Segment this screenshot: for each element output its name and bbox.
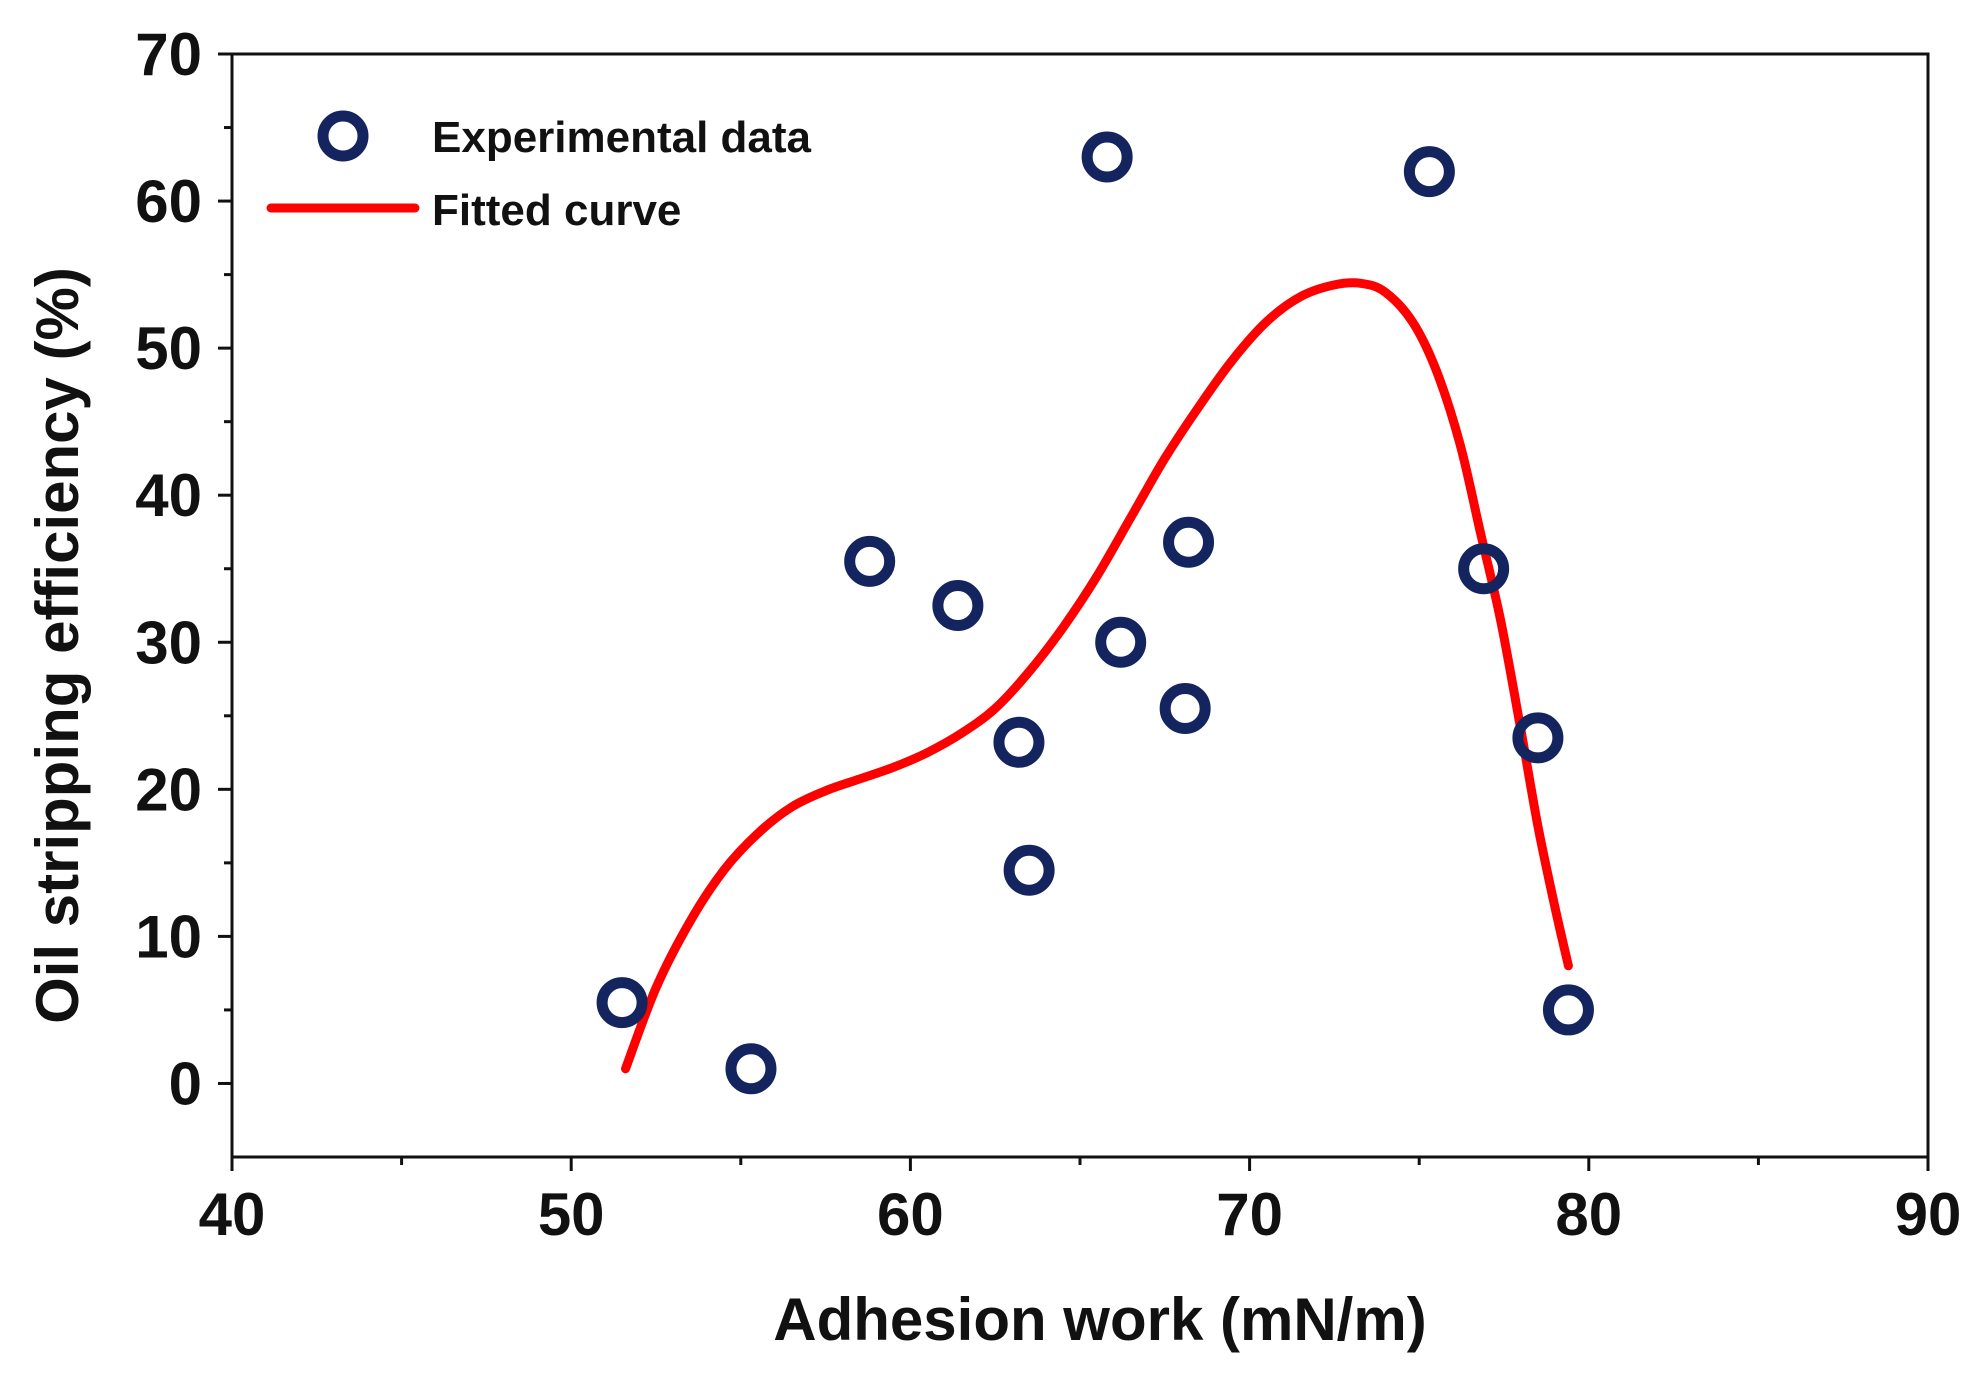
y-axis-title: Oil stripping efficiency (%) (24, 267, 91, 1024)
data-point (725, 1043, 777, 1095)
x-tick-label: 70 (1216, 1181, 1283, 1248)
legend-label-fitted: Fitted curve (432, 186, 681, 235)
data-point (993, 716, 1045, 768)
x-tick-label: 60 (877, 1181, 944, 1248)
data-point (1003, 844, 1055, 896)
x-axis-title: Adhesion work (mN/m) (773, 1286, 1426, 1353)
x-tick-label: 50 (538, 1181, 605, 1248)
x-tick-label: 90 (1895, 1181, 1962, 1248)
legend-label-experimental: Experimental data (432, 113, 812, 162)
y-tick-label: 50 (135, 315, 202, 382)
y-tick-label: 0 (169, 1050, 202, 1117)
y-tick-label: 40 (135, 462, 202, 529)
data-point (1403, 146, 1455, 198)
data-points-layer (596, 131, 1594, 1095)
y-tick-label: 10 (135, 903, 202, 970)
legend-marker-experimental (317, 110, 369, 162)
data-point (1163, 516, 1215, 568)
x-tick-label: 80 (1555, 1181, 1622, 1248)
legend: Experimental data Fitted curve (266, 110, 812, 235)
axes-layer: 40 50 60 70 80 90 0 10 20 30 40 50 60 70 Adhesion work… (24, 21, 1961, 1353)
y-tick-label: 60 (135, 168, 202, 235)
y-tick-label: 70 (135, 21, 202, 88)
x-tick-label: 40 (199, 1181, 266, 1248)
y-tick-label: 30 (135, 609, 202, 676)
y-tick-label: 20 (135, 756, 202, 823)
fitted-curve-layer (621, 278, 1573, 1074)
data-point (1542, 984, 1594, 1036)
data-point (596, 977, 648, 1029)
data-point (1081, 131, 1133, 183)
data-point (1512, 712, 1564, 764)
fitted-curve-line (621, 278, 1573, 1074)
data-point (932, 580, 984, 631)
data-point (1159, 682, 1211, 734)
data-point (844, 535, 896, 587)
data-point (1095, 616, 1147, 668)
data-point (1458, 543, 1510, 595)
